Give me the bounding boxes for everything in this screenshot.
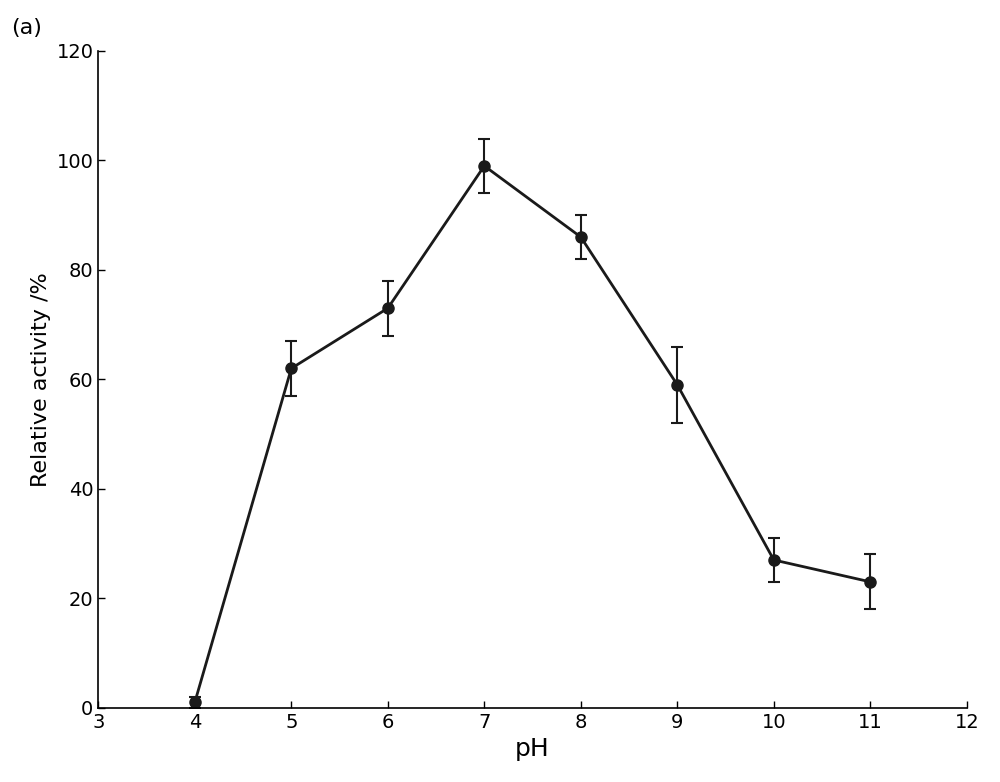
X-axis label: pH: pH (515, 737, 550, 761)
Text: (a): (a) (11, 18, 42, 38)
Y-axis label: Relative activity /%: Relative activity /% (31, 272, 51, 486)
